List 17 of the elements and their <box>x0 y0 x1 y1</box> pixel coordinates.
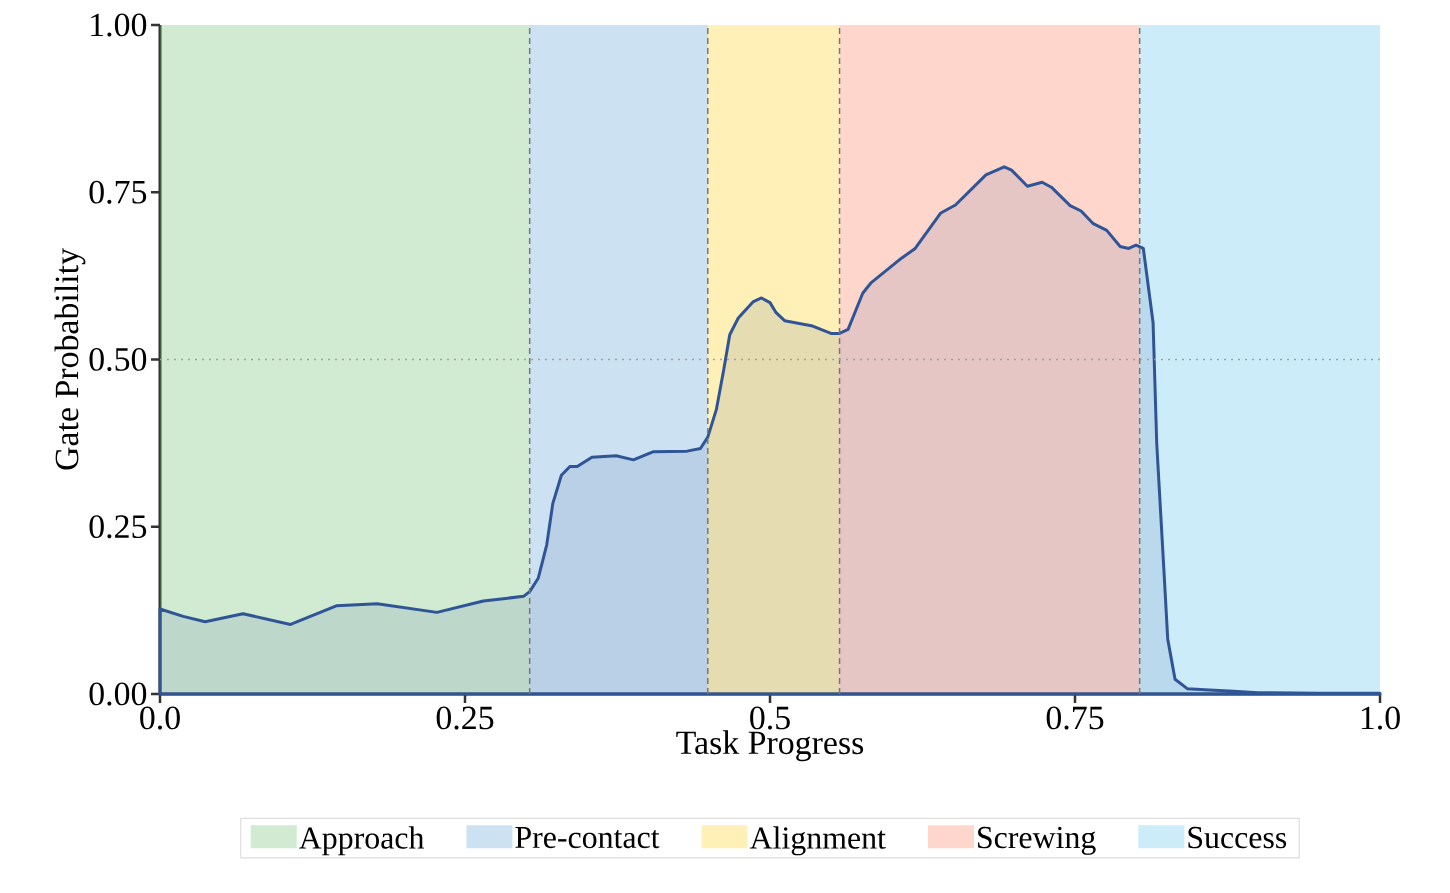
x-tick-label: 0.25 <box>436 706 494 730</box>
legend-label: Screwing <box>978 826 1096 855</box>
y-tick-label: 0.50 <box>89 347 147 371</box>
x-tick-label: 0.5 <box>750 706 790 730</box>
y-tick-label: 0.75 <box>89 180 147 204</box>
legend-label: Pre-contact <box>515 826 660 849</box>
y-tick-label: 0.00 <box>89 682 147 706</box>
y-tick-label: 1.00 <box>91 13 147 37</box>
x-tick-label: 0.75 <box>1046 706 1104 730</box>
x-tick-label: 1.0 <box>1361 706 1400 730</box>
legend-label: Alignment <box>749 826 886 856</box>
x-tick-label: 0.0 <box>140 706 180 730</box>
legend-label: Approach <box>299 826 425 856</box>
x-axis-title: Task Progress <box>676 730 864 762</box>
y-tick-label: 0.25 <box>89 515 147 539</box>
legend-label: Success <box>1188 826 1287 849</box>
y-axis-title: Gate Probability <box>54 248 86 470</box>
